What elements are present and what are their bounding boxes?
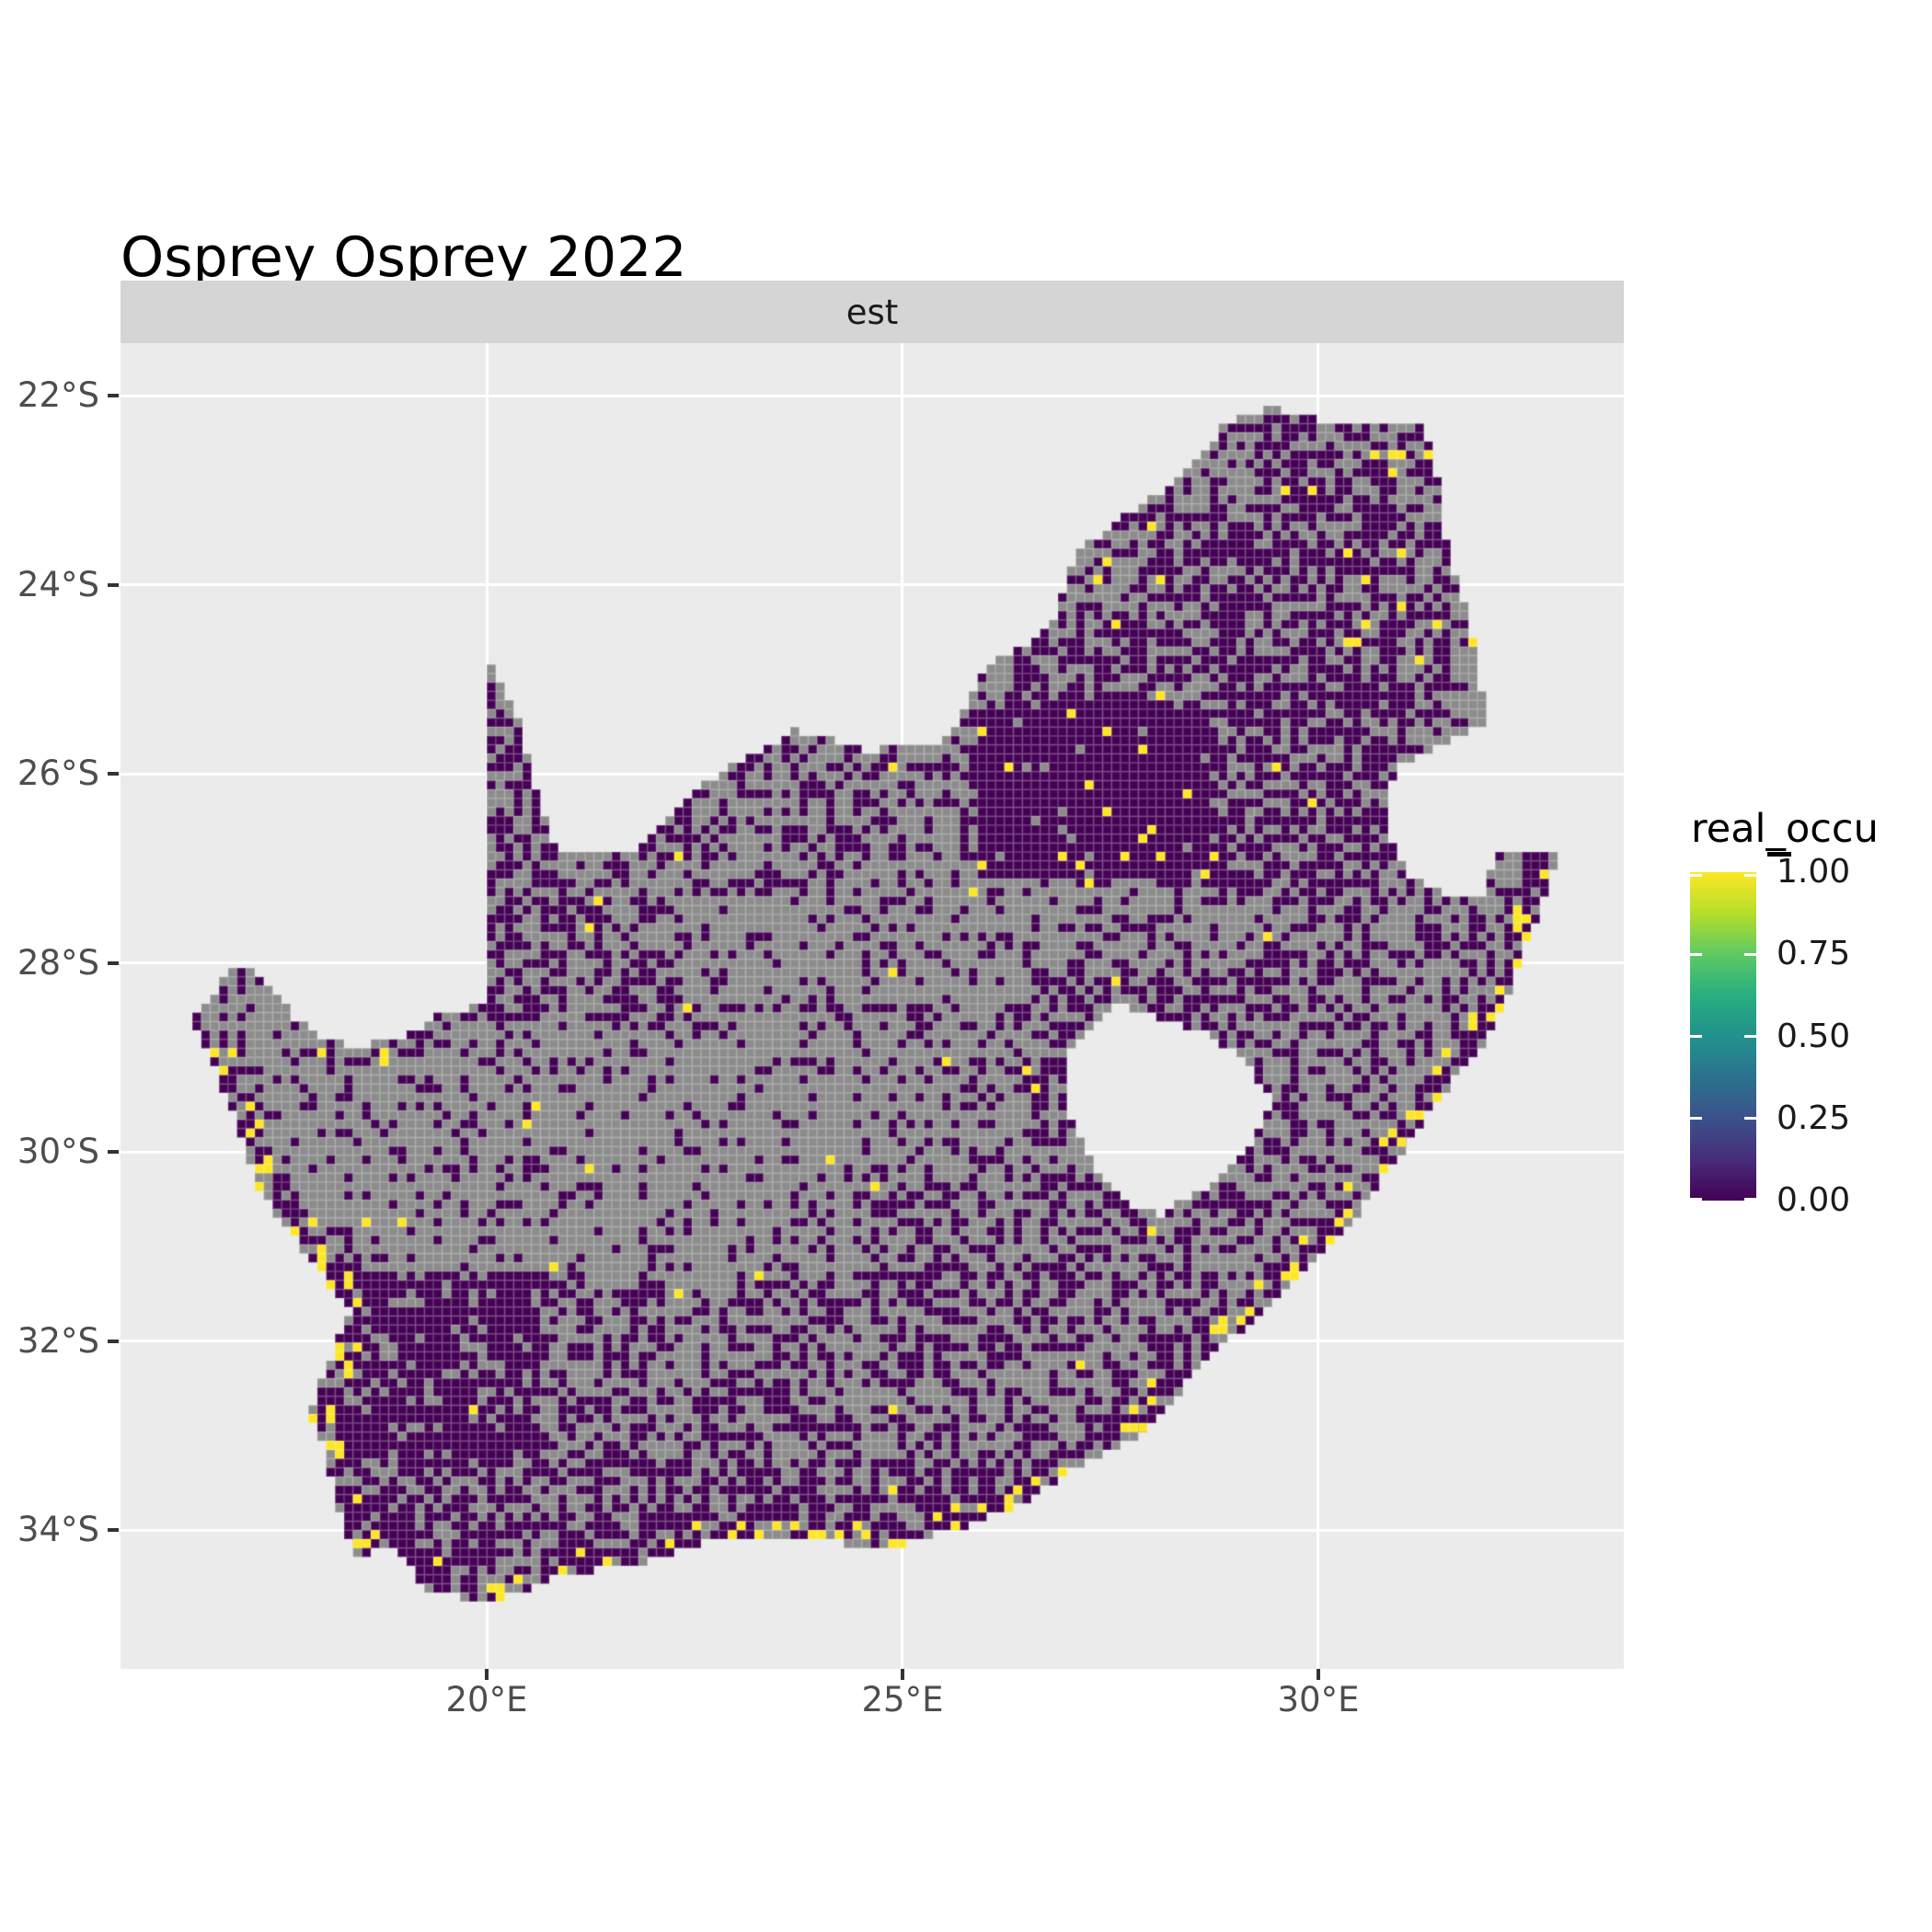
legend-tick-left <box>1690 1035 1702 1038</box>
legend-tick-right <box>1744 952 1756 956</box>
plot-title: Osprey Osprey 2022 <box>121 225 687 290</box>
x-axis-tick <box>1316 1669 1320 1680</box>
legend-tick-left <box>1690 952 1702 956</box>
legend-tick-label: 0.50 <box>1777 1017 1851 1055</box>
legend-tick-right <box>1744 873 1756 877</box>
y-axis-tick <box>108 1528 119 1533</box>
legend-top-tick-mark <box>1767 852 1791 857</box>
x-axis-label: 25°E <box>861 1680 944 1719</box>
facet-strip-label: est <box>845 292 899 332</box>
legend-tick-right <box>1744 1198 1756 1201</box>
y-axis-tick <box>108 582 119 587</box>
legend-tick-label: 0.25 <box>1777 1098 1851 1137</box>
y-axis-label: 32°S <box>17 1320 99 1361</box>
y-axis-label: 24°S <box>17 564 99 604</box>
legend-tick-label: 0.00 <box>1777 1181 1851 1219</box>
y-axis-tick <box>108 394 119 398</box>
legend-tick-label: 0.75 <box>1777 935 1851 973</box>
legend-title: real_occu <box>1691 806 1879 852</box>
legend-tick-left <box>1690 1117 1702 1121</box>
x-axis-tick <box>485 1669 489 1680</box>
x-axis-tick <box>900 1669 904 1680</box>
y-axis-label: 28°S <box>17 942 99 983</box>
y-axis-tick <box>108 960 119 965</box>
x-axis-label: 20°E <box>445 1680 528 1719</box>
y-axis-tick <box>108 1150 119 1155</box>
facet-strip: est <box>121 281 1624 343</box>
legend-tick-right <box>1744 1035 1756 1038</box>
y-axis-label: 30°S <box>17 1132 99 1172</box>
x-axis-label: 30°E <box>1277 1680 1360 1719</box>
occupancy-raster-map <box>121 343 1624 1669</box>
y-axis-tick <box>108 1339 119 1343</box>
y-axis-tick <box>108 772 119 776</box>
y-axis-label: 26°S <box>17 753 99 794</box>
plot-panel <box>121 343 1624 1669</box>
legend-tick-left <box>1690 1198 1702 1201</box>
legend-tick-left <box>1690 873 1702 877</box>
legend-tick-right <box>1744 1117 1756 1121</box>
y-axis-label: 34°S <box>17 1510 99 1550</box>
y-axis-label: 22°S <box>17 375 99 416</box>
legend-tick-label: 1.00 <box>1777 853 1851 891</box>
